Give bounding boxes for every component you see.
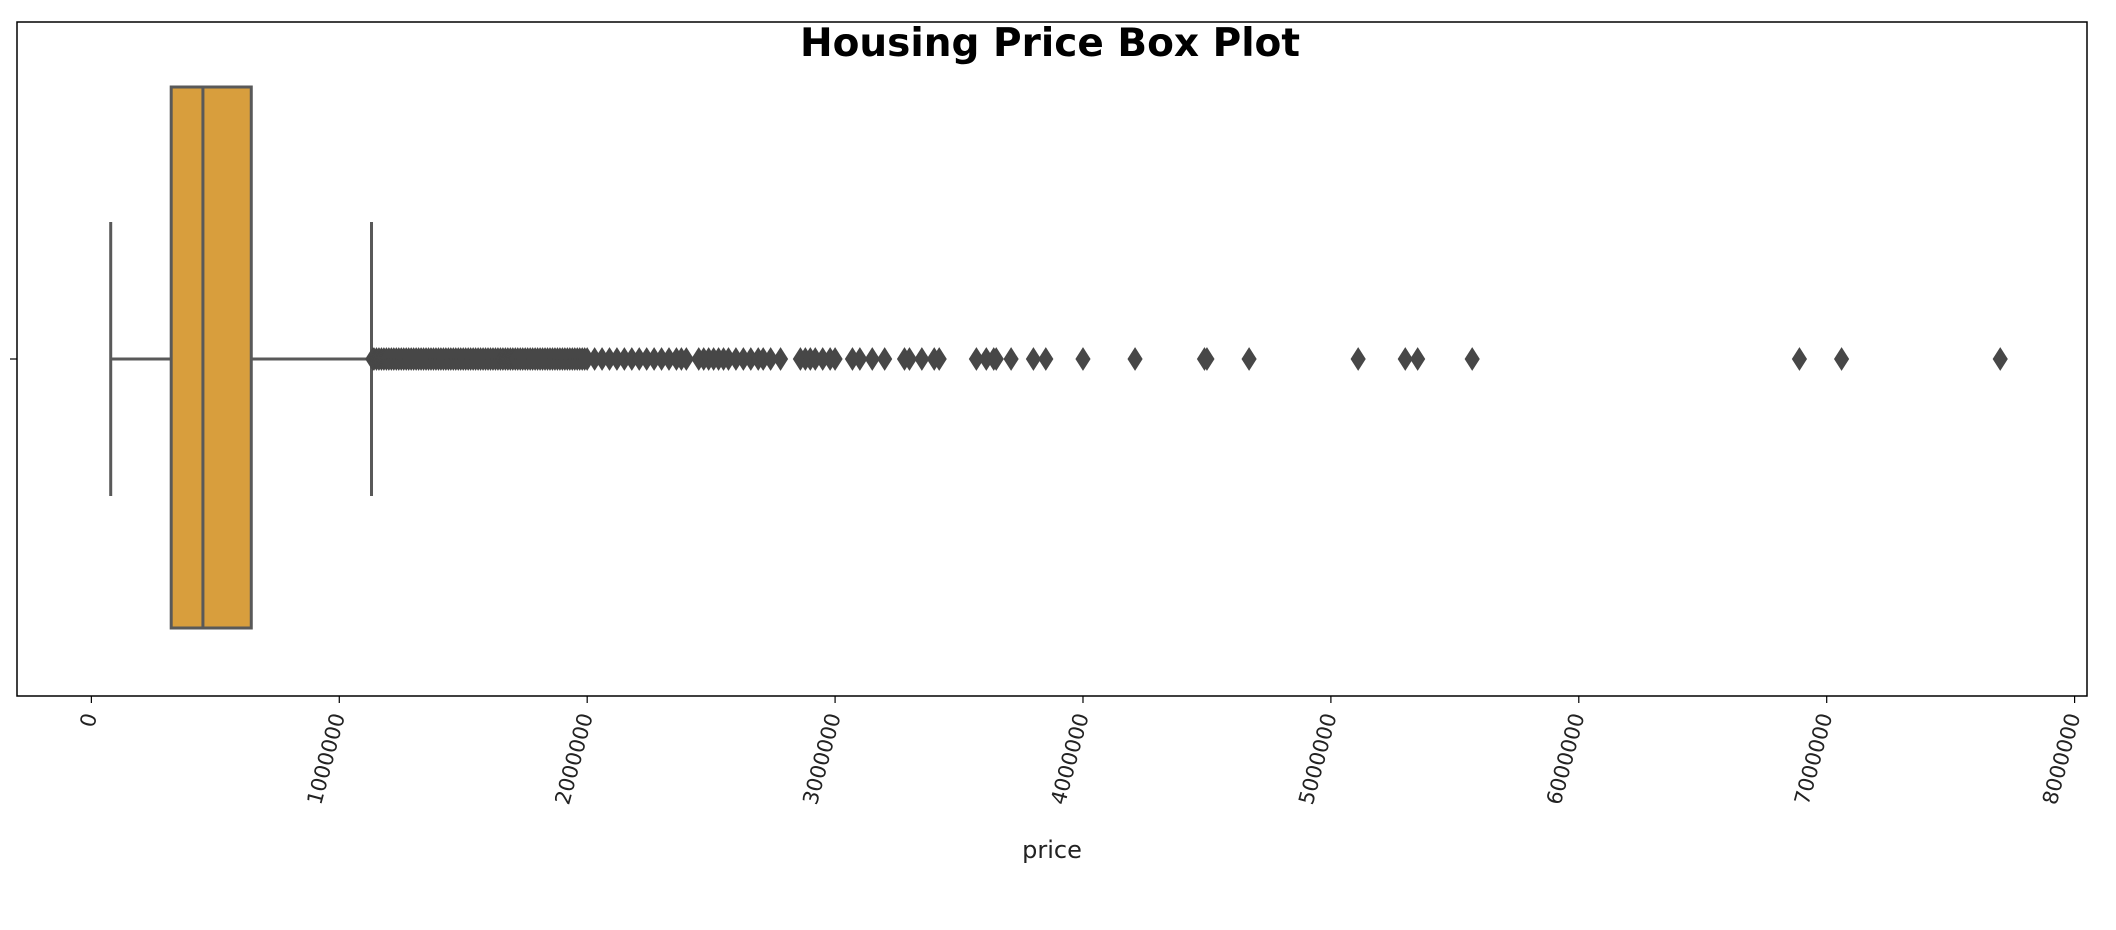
outlier-point	[1410, 347, 1426, 371]
outlier-point	[988, 347, 1004, 371]
outlier-point	[852, 347, 868, 371]
outlier-point	[931, 347, 947, 371]
outlier-point	[914, 347, 930, 371]
outlier-point	[1038, 347, 1054, 371]
chart-title: Housing Price Box Plot	[800, 21, 1300, 66]
outlier-point	[772, 347, 789, 371]
outlier-point	[1003, 347, 1019, 371]
x-axis-ticks: 0 1000000 2000000 3000000 4000000 5000000 6000…	[75, 696, 2085, 807]
x-tick-label: 4000000	[1046, 711, 1093, 808]
x-tick-label: 5000000	[1294, 711, 1341, 808]
outlier-point	[1199, 347, 1215, 371]
x-tick-label: 8000000	[2038, 711, 2085, 808]
outlier-point	[1241, 347, 1257, 371]
outlier-point	[1075, 347, 1091, 371]
x-tick-label: 2000000	[550, 711, 597, 808]
iqr-box	[169, 85, 253, 630]
x-axis-label: price	[1022, 836, 1082, 864]
outlier-point	[1397, 347, 1413, 371]
plot-elements	[109, 85, 2008, 630]
x-tick-label: 3000000	[798, 711, 845, 808]
outlier-point	[1791, 347, 1808, 371]
outlier-point	[1992, 347, 2008, 371]
outlier-point	[877, 347, 893, 371]
x-tick-label: 1000000	[303, 711, 350, 808]
outlier-point	[678, 347, 694, 371]
outlier-point	[1833, 347, 1850, 371]
outlier-point	[1127, 347, 1143, 371]
x-tick-label: 0	[75, 711, 102, 730]
outlier-point	[864, 347, 880, 371]
outlier-point	[1350, 347, 1366, 371]
x-tick-label: 6000000	[1542, 711, 1589, 808]
outlier-point	[827, 347, 843, 371]
outlier-point	[1464, 347, 1480, 371]
x-tick-label: 7000000	[1790, 711, 1837, 808]
outlier-point	[901, 347, 918, 371]
outlier-point	[1025, 347, 1041, 371]
